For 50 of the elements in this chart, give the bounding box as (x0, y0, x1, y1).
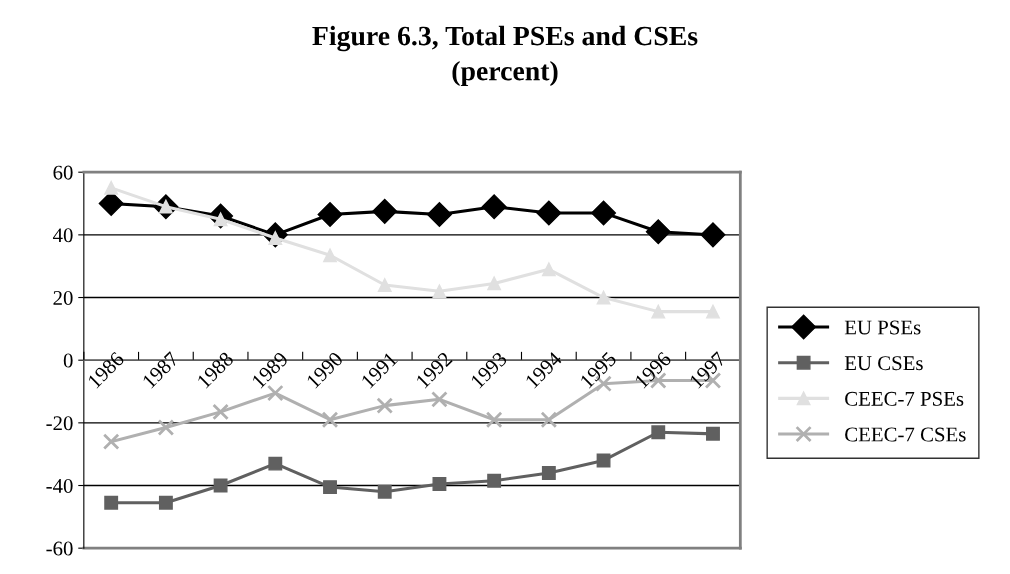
point (426, 202, 452, 227)
y-tick-label: -40 (46, 478, 73, 493)
point (323, 480, 337, 495)
point (372, 198, 398, 224)
legend-label: CEEC-7 PSEs (845, 391, 964, 406)
point (540, 411, 558, 429)
point (487, 276, 502, 291)
point (321, 411, 339, 429)
point (536, 200, 562, 226)
point (485, 411, 503, 429)
point (706, 426, 720, 441)
legend-label: CEEC-7 CSEs (845, 427, 966, 442)
y-tick-label: 40 (52, 228, 73, 243)
y-tick-label: 20 (53, 290, 73, 305)
y-tick-label: -20 (46, 416, 73, 431)
point (376, 397, 394, 414)
point (157, 419, 175, 436)
point (481, 194, 507, 220)
point (591, 200, 617, 226)
point (596, 453, 611, 468)
y-tick-label: -60 (46, 541, 73, 556)
point (102, 433, 120, 450)
point (431, 391, 448, 408)
point (487, 473, 502, 488)
chart-title: Figure 6.3, Total PSEs and CSEs (percent) (312, 25, 698, 87)
point (700, 222, 726, 248)
x-tick-label: 1993 (470, 351, 508, 389)
y-tick-label: 60 (53, 165, 73, 180)
point (104, 180, 119, 195)
point (706, 304, 720, 319)
point (323, 248, 337, 263)
point (317, 202, 343, 227)
point (158, 495, 173, 510)
point (541, 466, 556, 480)
point (377, 484, 392, 499)
y-tick-label: 0 (63, 353, 73, 368)
point (104, 495, 119, 510)
point (645, 219, 671, 245)
point (541, 262, 556, 277)
point (651, 304, 666, 319)
point (651, 425, 666, 440)
point (432, 476, 447, 491)
point (377, 278, 392, 292)
legend-label: EU PSEs (844, 320, 921, 335)
point (596, 290, 611, 305)
legend-label: EU CSEs (844, 356, 923, 371)
point (432, 284, 447, 299)
point (213, 478, 228, 493)
point (212, 403, 229, 421)
point (268, 456, 283, 471)
